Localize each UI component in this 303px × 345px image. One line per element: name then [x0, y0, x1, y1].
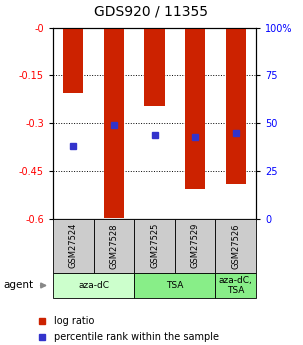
Text: GSM27526: GSM27526: [231, 223, 240, 268]
Bar: [53, 273, 134, 298]
Text: GSM27525: GSM27525: [150, 223, 159, 268]
Text: TSA: TSA: [166, 281, 184, 290]
Bar: [134, 219, 175, 273]
Bar: [53, 219, 94, 273]
Bar: [134, 273, 215, 298]
Bar: [145, 28, 165, 106]
Bar: [185, 28, 205, 189]
Bar: [175, 219, 215, 273]
Bar: [215, 219, 256, 273]
Text: percentile rank within the sample: percentile rank within the sample: [55, 333, 219, 342]
Text: log ratio: log ratio: [55, 316, 95, 326]
Bar: [94, 219, 134, 273]
Text: agent: agent: [3, 280, 33, 290]
Text: GDS920 / 11355: GDS920 / 11355: [95, 5, 208, 19]
Bar: [215, 273, 256, 298]
Text: aza-dC: aza-dC: [78, 281, 109, 290]
Bar: [104, 28, 124, 218]
Text: GSM27524: GSM27524: [69, 223, 78, 268]
Text: GSM27528: GSM27528: [109, 223, 118, 268]
Bar: [225, 28, 246, 184]
Text: aza-dC,
TSA: aza-dC, TSA: [219, 276, 253, 295]
Bar: [63, 28, 83, 93]
Text: GSM27529: GSM27529: [191, 223, 200, 268]
